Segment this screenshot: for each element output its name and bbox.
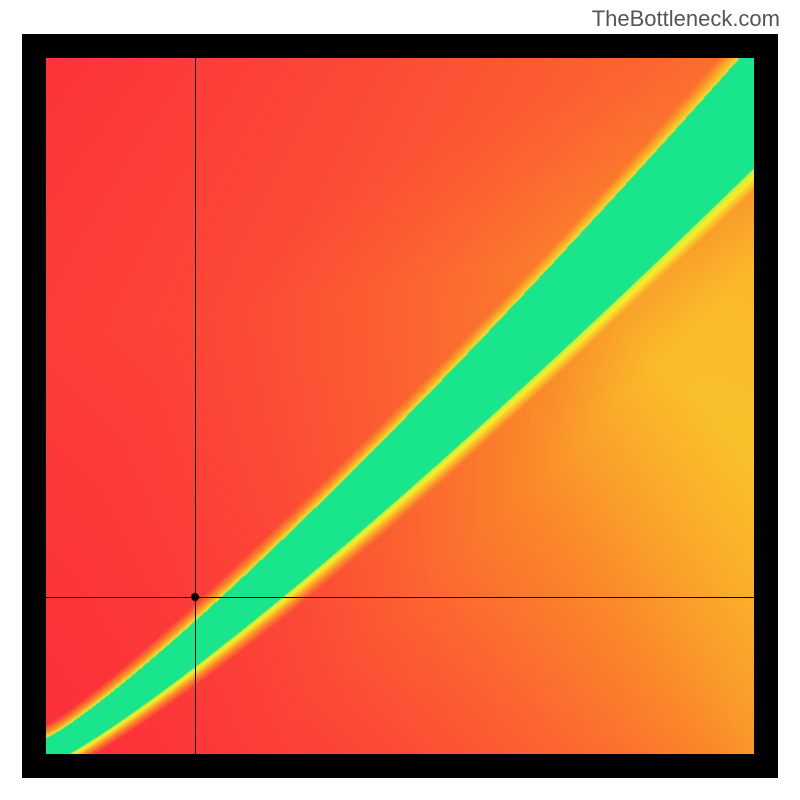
- figure-container: TheBottleneck.com: [0, 0, 800, 800]
- plot-area: [46, 58, 754, 754]
- heatmap-canvas: [46, 58, 754, 754]
- attribution-text: TheBottleneck.com: [592, 6, 780, 32]
- plot-border: [22, 34, 778, 778]
